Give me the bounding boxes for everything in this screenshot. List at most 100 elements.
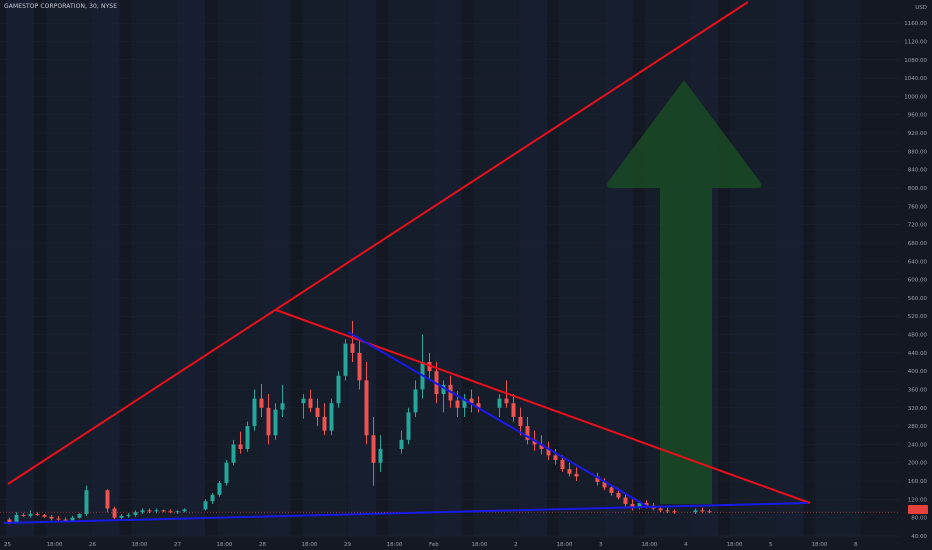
candle-body	[266, 407, 271, 436]
x-tick-label: 27	[174, 542, 181, 548]
candle-body	[140, 510, 145, 513]
x-tick-label: 18:00	[47, 542, 63, 548]
x-tick-label: 8	[854, 542, 858, 548]
up-arrow[interactable]	[606, 80, 762, 504]
session-band	[473, 0, 519, 536]
session-band	[91, 0, 120, 536]
x-tick-label: 26	[89, 542, 96, 548]
support-line[interactable]	[3, 502, 809, 524]
x-tick-label: 5	[769, 542, 773, 548]
candle-body	[574, 473, 579, 477]
drawings[interactable]	[3, 1, 811, 524]
candle-body	[560, 459, 565, 470]
candle-body	[231, 444, 236, 463]
session-band	[815, 0, 861, 536]
candle-body	[14, 514, 19, 523]
candle-body	[77, 514, 82, 518]
session-band	[6, 0, 34, 536]
session-band	[131, 0, 177, 536]
candles	[7, 320, 712, 525]
session-band	[730, 0, 775, 536]
candle-body	[546, 449, 551, 456]
candle-body	[154, 510, 159, 512]
candle-body	[210, 494, 215, 502]
session-band	[348, 0, 376, 536]
candle-body	[42, 514, 47, 517]
candle-body	[245, 426, 250, 449]
candle-body	[203, 501, 208, 510]
candle-body	[168, 511, 173, 513]
ascending-resistance-line[interactable]	[7, 1, 749, 485]
candle-body	[56, 518, 61, 520]
candle-body	[602, 481, 607, 488]
candle-body	[343, 343, 348, 376]
candle-body	[532, 439, 537, 445]
candle-body	[301, 398, 306, 404]
y-tick-label: 1120.00	[904, 39, 927, 45]
candle-body	[112, 508, 117, 518]
candle-body	[413, 389, 418, 413]
candle-body	[224, 462, 229, 483]
candle-body	[161, 510, 166, 512]
x-tick-label: 28	[259, 542, 266, 548]
candle-body	[665, 510, 670, 512]
x-tick-label: 18:00	[812, 542, 828, 548]
y-tick-label: 40.00	[911, 534, 927, 540]
x-tick-label: 18:00	[557, 542, 573, 548]
session-band	[519, 0, 547, 536]
candle-body	[427, 362, 432, 372]
session-band	[217, 0, 262, 536]
y-tick-label: 240.00	[908, 442, 928, 448]
candle-body	[84, 490, 89, 515]
candle-body	[175, 511, 180, 513]
x-tick-label: 25	[4, 542, 11, 548]
x-tick-label: 2	[514, 542, 518, 548]
y-tick-label: 1080.00	[904, 58, 927, 64]
candle-body	[567, 469, 572, 474]
candle-body	[637, 503, 642, 507]
time-axis[interactable]: 25 18:00 26 18:00 27 18:00 28 18:00 29 18:00 Feb 18…	[0, 536, 900, 548]
candle-body	[182, 509, 187, 512]
candle-body	[518, 416, 523, 427]
candle-body	[357, 352, 362, 381]
y-tick-label: 840.00	[908, 168, 928, 174]
price-axis[interactable]: 40.00 80.00 120.00 160.00 200.00 240.00 280.00…	[900, 0, 932, 550]
y-tick-label: 80.00	[911, 516, 927, 522]
x-tick-label: 4	[684, 542, 688, 548]
candle-body	[21, 514, 26, 516]
candle-body	[707, 511, 712, 513]
y-tick-label: 280.00	[908, 424, 928, 430]
session-band	[775, 0, 804, 536]
candle-body	[616, 492, 621, 498]
session-band	[262, 0, 291, 536]
x-tick-label: 18:00	[132, 542, 148, 548]
candle-body	[462, 398, 467, 408]
candle-body	[119, 515, 124, 518]
chart-title: GAMESTOP CORPORATION, 30, NYSE	[4, 3, 118, 10]
candle-body	[371, 435, 376, 463]
y-tick-label: 360.00	[908, 387, 928, 393]
candle-body	[504, 398, 509, 404]
y-tick-label: 600.00	[908, 278, 928, 284]
candle-body	[238, 444, 243, 449]
candle-body	[35, 514, 40, 516]
currency-label: USD	[915, 5, 927, 11]
candle-body	[70, 517, 75, 521]
x-tick-label: 29	[344, 542, 351, 548]
candle-body	[497, 398, 502, 408]
candle-body	[364, 380, 369, 436]
session-bands	[6, 0, 861, 536]
candle-body	[441, 384, 446, 395]
x-tick-label: 18:00	[727, 542, 743, 548]
y-tick-label: 720.00	[908, 223, 928, 229]
candle-body	[644, 503, 649, 506]
candle-body	[539, 444, 544, 449]
descending-trendline-blue[interactable]	[347, 331, 651, 509]
candle-body	[252, 398, 257, 427]
y-tick-label: 560.00	[908, 296, 928, 302]
candle-body	[672, 511, 677, 513]
session-band	[604, 0, 633, 536]
x-tick-label: 18:00	[387, 542, 403, 548]
